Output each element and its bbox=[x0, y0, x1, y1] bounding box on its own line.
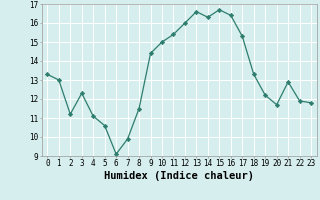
X-axis label: Humidex (Indice chaleur): Humidex (Indice chaleur) bbox=[104, 171, 254, 181]
